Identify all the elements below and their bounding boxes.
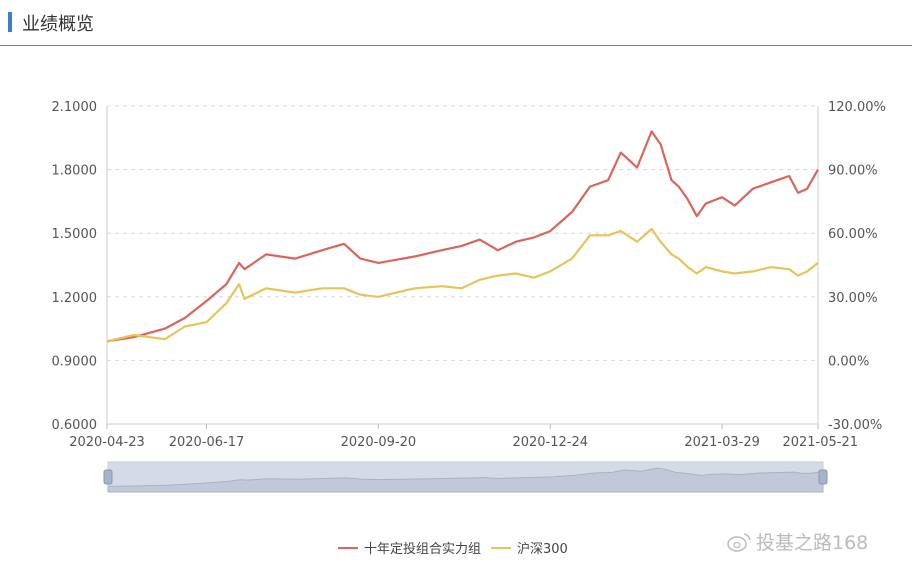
legend-item-series2[interactable]: 沪深300	[491, 538, 568, 557]
weibo-logo-icon	[727, 532, 751, 552]
y-right-tick-label: 120.00%	[828, 100, 886, 115]
grid-lines	[107, 105, 818, 425]
legend-label-series1: 十年定投组合实力组	[364, 542, 482, 557]
y-right-tick-label: 0.00%	[828, 354, 869, 369]
section-title: 业绩概览	[22, 14, 94, 35]
legend-swatch-series1	[338, 546, 358, 549]
watermark: 投基之路168	[726, 528, 868, 555]
y-left-tick-label: 1.5000	[52, 227, 98, 242]
x-tick-label: 2020-04-23	[69, 435, 145, 450]
y-left-tick-label: 0.6000	[52, 418, 98, 433]
zoom-handle-left[interactable]	[103, 469, 113, 485]
chart-legend: 十年定投组合实力组 沪深300	[338, 538, 568, 557]
x-tick-label: 2021-03-29	[684, 435, 760, 450]
x-tick-label: 2020-12-24	[512, 435, 588, 450]
zoom-preview-area	[107, 467, 824, 493]
series-group	[106, 130, 819, 343]
data-zoom-slider[interactable]	[103, 461, 828, 493]
x-tick-label: 2021-05-21	[782, 435, 858, 450]
section-header: 业绩概览	[0, 0, 912, 46]
series-line-1	[106, 130, 819, 343]
watermark-text: 投基之路168	[756, 532, 869, 554]
header-accent-bar	[8, 12, 12, 32]
legend-item-series1[interactable]: 十年定投组合实力组	[338, 538, 481, 557]
y-right-tick-label: 60.00%	[828, 227, 878, 242]
x-tick-label: 2020-09-20	[341, 435, 417, 450]
performance-chart: 2.1000 120.00% 1.8000 90.00% 1.5000 60.00% 1.2…	[52, 100, 886, 493]
y-right-tick-label: 30.00%	[828, 291, 878, 306]
axis-labels: 2.1000 120.00% 1.8000 90.00% 1.5000 60.00% 1.2…	[52, 100, 886, 450]
chart-axes	[106, 106, 819, 429]
y-left-tick-label: 1.2000	[52, 291, 98, 306]
y-left-tick-label: 2.1000	[52, 100, 98, 115]
legend-label-series2: 沪深300	[517, 542, 568, 557]
series-line-2	[106, 227, 819, 343]
legend-swatch-series2	[491, 546, 512, 549]
y-left-tick-label: 0.9000	[52, 354, 98, 369]
x-tick-label: 2020-06-17	[169, 435, 245, 450]
y-right-tick-label: 90.00%	[828, 164, 878, 179]
zoom-handle-right[interactable]	[818, 469, 828, 485]
y-left-tick-label: 1.8000	[52, 164, 98, 179]
y-right-tick-label: -30.00%	[828, 418, 882, 433]
